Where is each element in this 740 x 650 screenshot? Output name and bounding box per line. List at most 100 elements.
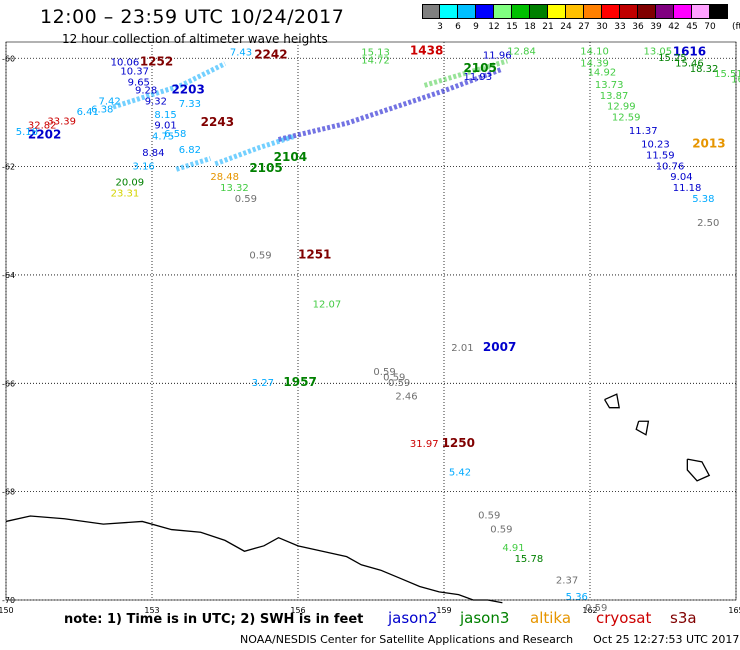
wave-height-label: 8.15: [154, 110, 176, 121]
wave-height-label: 5.18: [16, 127, 38, 138]
satellite-altika: altika: [530, 609, 572, 627]
wave-height-label: 15.13: [361, 48, 390, 59]
lon-tick-label: 150: [0, 606, 14, 615]
scale-swatch: [422, 4, 440, 19]
lat-tick-label: -60: [2, 54, 15, 63]
scale-swatch: [656, 4, 674, 19]
lon-tick-label: 159: [436, 606, 451, 615]
scale-swatch: [602, 4, 620, 19]
wave-height-label: 15.25: [658, 53, 687, 64]
scale-swatch: [548, 4, 566, 19]
satellite-jason3: jason3: [460, 609, 510, 627]
wave-height-label: 3.27: [252, 378, 274, 389]
wave-height-label: 11.96: [483, 50, 512, 61]
scale-tick-label: 6: [455, 22, 461, 32]
wave-height-label: 11.18: [673, 183, 702, 194]
wave-height-label: 10.06: [111, 57, 140, 68]
lon-tick-label: 165: [728, 606, 740, 615]
page-title: 12:00 – 23:59 UTC 10/24/2017: [40, 6, 345, 28]
scale-tick-label: 27: [578, 22, 590, 32]
island-outline: [686, 458, 711, 482]
wave-height-label: 5.36: [566, 592, 588, 603]
scale-tick-label: 9: [473, 22, 479, 32]
pass-time-label: 2105: [463, 61, 496, 75]
wave-height-label: 9.32: [145, 96, 167, 107]
pass-time-label: 1252: [140, 54, 173, 68]
wave-height-label: 10.76: [656, 161, 685, 172]
scale-tick-label: 18: [524, 22, 536, 32]
satellite-cryosat: cryosat: [596, 609, 652, 627]
scale-tick-label: 39: [650, 22, 662, 32]
wave-height-label: 0.59: [585, 603, 607, 614]
wave-height-label: 15.46: [675, 58, 704, 69]
wave-height-label: 14.92: [588, 68, 617, 79]
wave-height-label: 8.84: [142, 148, 164, 159]
scale-swatch: [692, 4, 710, 19]
wave-height-label: 18.32: [690, 64, 719, 75]
wave-height-label: 0.59: [490, 524, 512, 535]
island-outline: [604, 393, 620, 409]
satellite-track: [112, 61, 227, 110]
wave-height-label: 11.93: [463, 72, 492, 83]
pass-time-label: 2105: [249, 161, 282, 175]
generated-timestamp: Oct 25 12:27:53 UTC 2017: [593, 633, 740, 646]
wave-height-label: 0.59: [235, 194, 257, 205]
scale-swatch: [584, 4, 602, 19]
wave-height-label: 33.39: [47, 116, 76, 127]
wave-height-label: 11.59: [646, 150, 675, 161]
wave-height-label: 4.75: [152, 132, 174, 143]
wave-height-label: 6.82: [179, 145, 201, 156]
scale-swatch: [476, 4, 494, 19]
wave-height-label: 6.38: [91, 104, 113, 115]
wave-height-label: 12.99: [607, 102, 636, 113]
wave-height-label: 0.59: [249, 251, 271, 262]
wave-height-label: 0.59: [478, 511, 500, 522]
wave-height-label: 16.15: [731, 75, 740, 86]
pass-time-label: 1251: [298, 248, 331, 262]
wave-height-label: 12.84: [507, 46, 536, 57]
wave-height-label: 13.05: [644, 46, 673, 57]
scale-swatch: [440, 4, 458, 19]
pass-time-label: 1616: [673, 45, 706, 59]
scale-swatch: [458, 4, 476, 19]
footer-credit: NOAA/NESDIS Center for Satellite Applica…: [240, 633, 739, 646]
pass-time-label: 2202: [28, 127, 61, 141]
scale-swatch: [620, 4, 638, 19]
wave-height-label: 12.59: [612, 113, 641, 124]
wave-height-label: 11.37: [629, 126, 658, 137]
scale-frame: [422, 4, 728, 19]
wave-height-label: 10.23: [641, 140, 670, 151]
scale-tick-label: 70: [704, 22, 716, 32]
wave-height-label: 20.09: [116, 178, 145, 189]
wave-height-label: 14.72: [361, 56, 390, 67]
wave-height-label: 5.38: [692, 194, 714, 205]
wave-height-label: 2.46: [395, 392, 417, 403]
lat-tick-label: -64: [2, 271, 15, 280]
scale-swatch: [530, 4, 548, 19]
scale-tick-label: 3: [437, 22, 443, 32]
page-subtitle: 12 hour collection of altimeter wave hei…: [62, 32, 328, 46]
scale-tick-label: 12: [488, 22, 500, 32]
wave-height-label: 7.43: [230, 48, 252, 59]
lat-tick-label: -70: [2, 596, 15, 605]
lon-tick-label: 153: [144, 606, 159, 615]
wave-height-label: 5.42: [449, 467, 471, 478]
lat-tick-label: -68: [2, 488, 15, 497]
satellite-s3a: s3a: [670, 609, 697, 627]
coastline: [5, 515, 503, 604]
scale-tick-label: 36: [632, 22, 644, 32]
wave-height-label: 7.33: [179, 99, 201, 110]
pass-time-label: 2203: [171, 82, 204, 96]
wave-height-label: 0.59: [373, 367, 395, 378]
wave-height-label: 3.16: [133, 161, 155, 172]
wave-height-label: 13.32: [220, 183, 249, 194]
credit-text: NOAA/NESDIS Center for Satellite Applica…: [240, 633, 574, 646]
wave-height-label: 23.31: [111, 188, 140, 199]
satellite-jason2: jason2: [388, 609, 438, 627]
wave-height-label: 14.10: [580, 46, 609, 57]
pass-time-label: 1438: [410, 43, 443, 57]
scale-tick-label: 42: [668, 22, 680, 32]
lon-tick-label: 162: [582, 606, 597, 615]
scale-swatch: [494, 4, 512, 19]
